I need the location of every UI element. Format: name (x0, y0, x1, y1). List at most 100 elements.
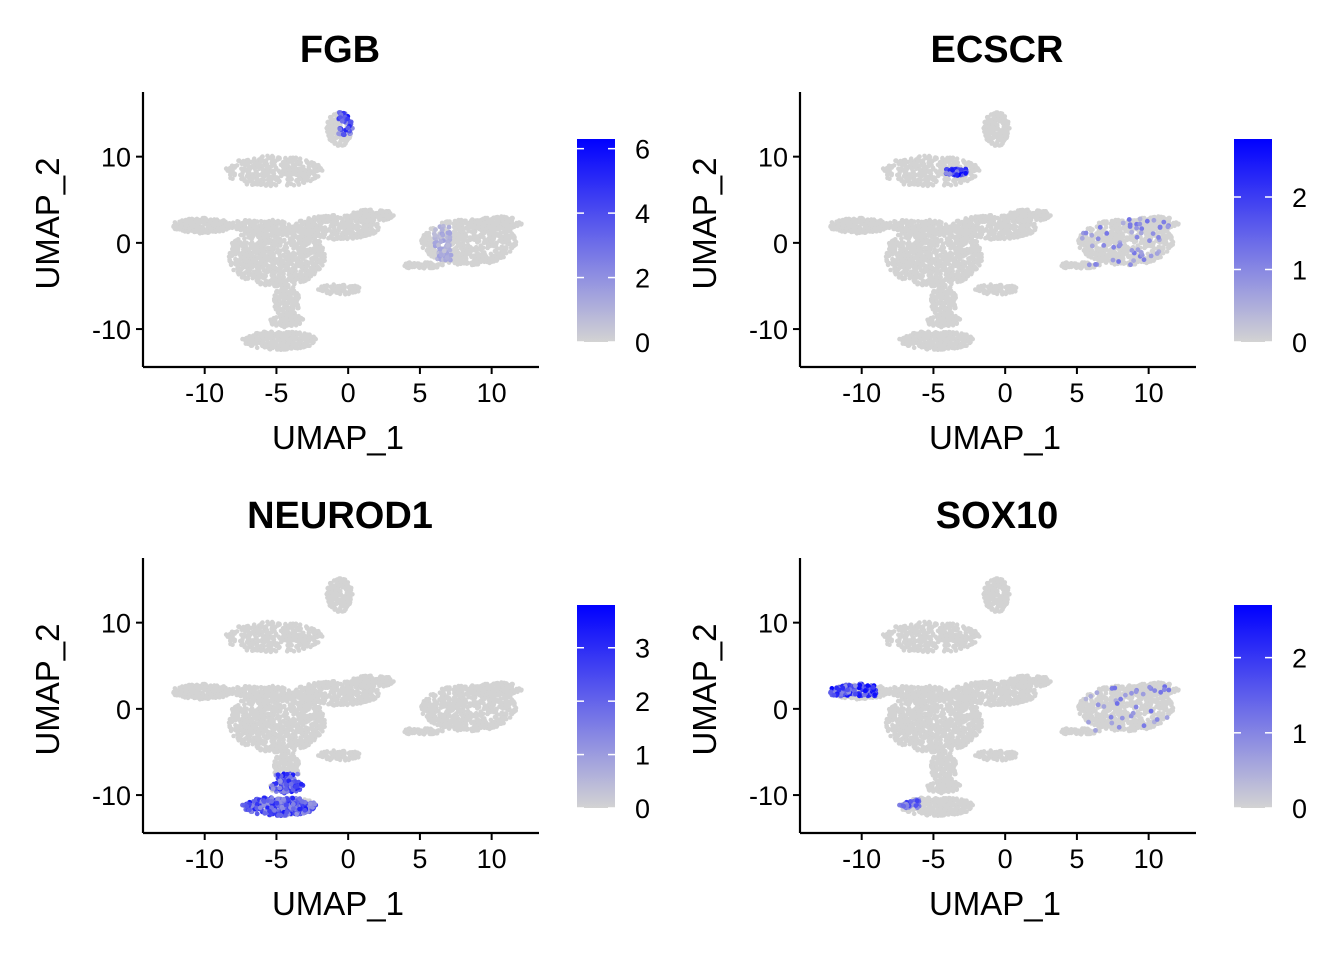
cell-point (330, 213, 335, 218)
cell-point (922, 181, 927, 187)
cell-point (335, 235, 341, 241)
cell-point (494, 240, 499, 246)
cell-point (345, 290, 350, 296)
cell-point (335, 143, 341, 148)
cell-point (318, 221, 323, 227)
cell-point (491, 235, 497, 241)
cell-point (440, 262, 445, 268)
cell-point (300, 228, 305, 234)
cell-point (352, 225, 358, 230)
cell-point (323, 213, 329, 219)
cell-point (312, 267, 318, 272)
cell-point (999, 128, 1004, 133)
cell-point (283, 155, 288, 161)
cell-point (504, 245, 509, 251)
cell-point (885, 170, 890, 176)
cell-point (478, 259, 484, 265)
cell-point (498, 230, 503, 236)
cell-point (307, 223, 313, 229)
cell-point (327, 134, 332, 140)
cell-point (266, 240, 272, 245)
cell-point (299, 247, 304, 253)
cell-point (267, 343, 272, 348)
cell-point (308, 335, 313, 341)
cell-point (288, 236, 294, 241)
cell-point (926, 174, 931, 180)
cell-point (298, 316, 304, 321)
cell-point (461, 242, 466, 247)
cell-point (337, 291, 343, 297)
cell-point (303, 267, 308, 272)
cell-point (986, 124, 991, 129)
cell-point-expressing (336, 131, 341, 137)
cell-point (259, 155, 264, 160)
cell-point (244, 180, 250, 186)
cell-point (274, 334, 280, 340)
colorbar (577, 139, 615, 342)
cell-point-expressing (438, 239, 444, 245)
cell-point (288, 275, 294, 280)
cell-point (853, 220, 858, 226)
panel-title: FGB (300, 29, 380, 71)
cell-point (196, 220, 201, 226)
cell-point (375, 227, 381, 233)
cell-point (240, 176, 245, 181)
cell-point (245, 259, 251, 264)
cell-point (901, 180, 907, 186)
cell-point (292, 251, 297, 257)
cell-point (904, 166, 910, 172)
cell-point (917, 163, 922, 168)
cell-point (950, 155, 956, 161)
cell-point (911, 169, 916, 175)
cell-point (261, 250, 267, 255)
cell-point (944, 158, 949, 163)
cell-point (920, 169, 926, 174)
cell-point (352, 288, 357, 294)
cell-point (340, 236, 346, 241)
cell-point-expressing (444, 255, 450, 260)
cell-point (297, 172, 302, 177)
cell-point (494, 256, 499, 262)
cell-point (275, 243, 281, 248)
cell-point (412, 264, 417, 270)
cell-point (283, 245, 288, 251)
cell-point (498, 239, 504, 244)
cell-point (887, 222, 893, 227)
cell-point (301, 180, 307, 185)
cell-point (278, 230, 283, 235)
cell-point (1001, 138, 1006, 144)
cell-point (277, 312, 283, 318)
cell-point (425, 247, 431, 252)
cell-point (174, 226, 180, 232)
cell-point (251, 333, 256, 338)
cell-point (989, 131, 995, 136)
cell-point-expressing (432, 232, 438, 238)
cell-point (243, 270, 248, 276)
cell-point (478, 232, 483, 238)
cell-point (232, 164, 237, 169)
cell-point (424, 262, 430, 267)
cell-point (270, 162, 275, 167)
cell-point (276, 248, 282, 254)
cell-point (284, 343, 290, 349)
cell-point (953, 182, 959, 187)
cell-point (862, 230, 868, 235)
cell-point (311, 164, 316, 170)
cell-point (377, 210, 383, 215)
cell-point (264, 255, 270, 260)
cell-point (299, 333, 305, 338)
cell-point (482, 258, 488, 263)
cell-point (420, 235, 426, 241)
cell-point (429, 262, 434, 267)
cell-point (499, 215, 505, 221)
cell-point (482, 215, 488, 221)
cell-point (311, 240, 316, 245)
cell-point (371, 231, 376, 236)
cell-point (232, 172, 237, 178)
cell-point (909, 218, 914, 224)
cell-point (294, 317, 300, 323)
cell-point (282, 159, 287, 164)
cell-point (291, 231, 296, 237)
cell-points-background (828, 110, 1181, 353)
